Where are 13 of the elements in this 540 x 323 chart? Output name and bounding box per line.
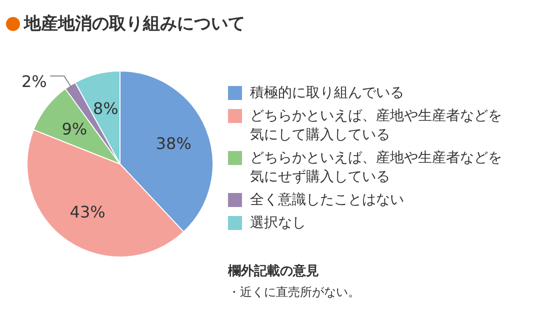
legend-label: どちらかといえば、産地や生産者などを気にして購入している — [250, 107, 503, 145]
data-label: 38% — [156, 134, 192, 153]
data-label: 2% — [21, 72, 47, 92]
text: 欄外記載の意見 — [228, 262, 320, 280]
data-label: 43% — [70, 202, 106, 222]
chart-title: 地産地消の取り組みについて — [24, 13, 245, 35]
legend-label: 全く意識したことはない — [250, 191, 405, 210]
legend-label: 選択なし — [250, 214, 307, 233]
legend-label: 積極的に取り組んでいる — [250, 84, 405, 103]
legend-label: どちらかといえば、産地や生産者などを気にせず購入している — [250, 149, 503, 187]
data-label: 8% — [92, 99, 118, 118]
text: ・近くに直売所がない。 — [228, 284, 360, 301]
data-label: 9% — [62, 120, 88, 139]
